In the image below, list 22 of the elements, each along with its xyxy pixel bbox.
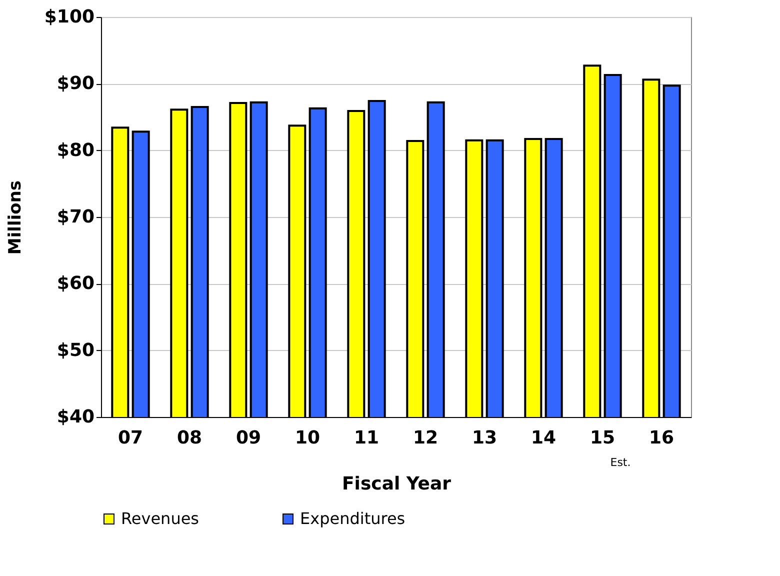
y-tick-label: $60 <box>56 273 94 294</box>
y-tick-label: $100 <box>44 6 94 28</box>
x-tick-label: 13 <box>472 428 498 448</box>
x-tick-label: 15 <box>590 428 616 448</box>
x-tick-label: 10 <box>294 428 320 448</box>
y-tick-label: $70 <box>56 206 94 228</box>
legend-label: Expenditures <box>300 509 406 528</box>
x-tick-label: 11 <box>354 428 380 448</box>
x-tick-label: 08 <box>176 428 202 448</box>
annotation: Est. <box>610 456 631 469</box>
legend-label: Revenues <box>121 509 200 528</box>
y-tick-label: $50 <box>56 340 94 361</box>
x-tick-label: 14 <box>530 428 556 448</box>
x-tick-label: 12 <box>412 428 438 448</box>
x-tick-label: 09 <box>236 428 262 448</box>
y-axis-title: Millions <box>5 180 26 255</box>
x-tick-label: 07 <box>118 428 144 448</box>
y-tick-label: $40 <box>56 406 94 428</box>
y-tick-label: $90 <box>56 73 94 94</box>
x-axis-title: Fiscal Year <box>342 474 452 494</box>
x-tick-label: 16 <box>648 428 674 448</box>
y-tick-label: $80 <box>56 140 94 161</box>
